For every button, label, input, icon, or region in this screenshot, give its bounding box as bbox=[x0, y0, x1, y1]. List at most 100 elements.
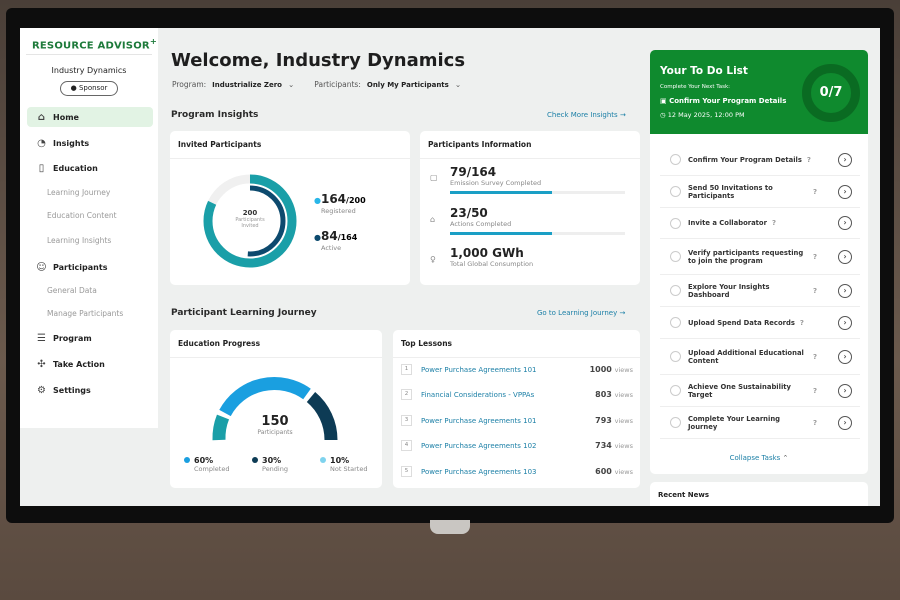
checkbox[interactable] bbox=[670, 251, 681, 262]
legend-pending: 30% Pending bbox=[252, 456, 288, 473]
card-title: Top Lessons bbox=[393, 330, 640, 358]
chevron-right-icon[interactable]: › bbox=[838, 283, 852, 298]
help-icon[interactable]: ? bbox=[813, 352, 818, 361]
sidebar-item-insights[interactable]: ◔ Insights bbox=[27, 133, 153, 153]
todo-item[interactable]: Explore Your Insights Dashboard? › bbox=[660, 275, 860, 307]
help-icon[interactable]: ? bbox=[771, 219, 777, 227]
sidebar-item-manage-participants[interactable]: Manage Participants bbox=[47, 309, 124, 318]
todo-label: Confirm Your Program Details bbox=[688, 155, 802, 164]
checkbox[interactable] bbox=[670, 186, 681, 197]
chevron-right-icon[interactable]: › bbox=[838, 415, 852, 430]
pending-arc bbox=[306, 392, 338, 441]
recent-news-card: Recent News bbox=[650, 482, 868, 506]
sidebar-item-learning-journey[interactable]: Learning Journey bbox=[47, 188, 111, 197]
legend-completed: 60% Completed bbox=[184, 456, 229, 473]
nav-label: Participants bbox=[53, 262, 108, 272]
lesson-row[interactable]: 2 Financial Considerations - VPPAs 803 vie… bbox=[401, 389, 633, 400]
not-started-arc bbox=[212, 414, 230, 441]
filter-bar: Program: Industrialize Zero ⌄ Participant… bbox=[172, 80, 461, 89]
arrow-right-icon: → bbox=[619, 111, 626, 119]
chevron-down-icon[interactable]: ⌄ bbox=[287, 80, 295, 89]
sidebar-item-general-data[interactable]: General Data bbox=[47, 286, 97, 295]
todo-label: Verify participants requesting to join t… bbox=[688, 248, 804, 265]
sidebar-item-take-action[interactable]: ✣ Take Action bbox=[27, 354, 153, 374]
lesson-row[interactable]: 4 Power Purchase Agreements 102 734 views bbox=[401, 440, 633, 451]
sidebar-item-learning-insights[interactable]: Learning Insights bbox=[47, 236, 112, 245]
center-value: 200 bbox=[242, 209, 258, 217]
lesson-row[interactable]: 3 Power Purchase Agreements 101 793 views bbox=[401, 415, 633, 426]
todo-item[interactable]: Upload Spend Data Records? › bbox=[660, 307, 860, 339]
todo-item[interactable]: Invite a Collaborator? › bbox=[660, 208, 860, 239]
sidebar-item-home[interactable]: ⌂ Home bbox=[27, 107, 153, 127]
nav-label: Program bbox=[53, 333, 92, 343]
help-icon[interactable]: ? bbox=[813, 286, 818, 295]
check-more-insights-link[interactable]: Check More Insights → bbox=[547, 111, 626, 119]
sidebar-item-education-content[interactable]: Education Content bbox=[47, 211, 117, 220]
todo-label: Achieve One Sustainability Target bbox=[688, 382, 791, 399]
checkbox[interactable] bbox=[670, 285, 681, 296]
info-row: 1,000 GWh Total Global Consumption bbox=[450, 246, 534, 268]
todo-item[interactable]: Verify participants requesting to join t… bbox=[660, 239, 860, 275]
next-task[interactable]: ▣ Confirm Your Program Details bbox=[660, 97, 787, 105]
todo-item[interactable]: Upload Additional Educational Content? › bbox=[660, 339, 860, 375]
help-icon[interactable]: ? bbox=[813, 252, 818, 261]
nav-label: Education bbox=[53, 163, 98, 173]
checkbox[interactable] bbox=[670, 317, 681, 328]
help-icon[interactable]: ? bbox=[813, 418, 818, 427]
legend-dot bbox=[184, 457, 190, 463]
center-label: Participants Invited bbox=[235, 217, 265, 229]
todo-title: Your To Do List bbox=[660, 65, 748, 77]
program-label: Program: bbox=[172, 80, 207, 89]
arrow-right-icon: → bbox=[619, 309, 626, 317]
checkbox[interactable] bbox=[670, 385, 681, 396]
sidebar-item-education[interactable]: ▯ Education bbox=[27, 158, 153, 178]
nav-label: Take Action bbox=[53, 359, 105, 369]
next-task-label: Complete Your Next Task: bbox=[660, 84, 731, 90]
info-row: 79/164 Emission Survey Completed bbox=[450, 165, 625, 194]
go-to-learning-journey-link[interactable]: Go to Learning Journey → bbox=[537, 309, 626, 317]
todo-item[interactable]: Achieve One Sustainability Target? › bbox=[660, 375, 860, 407]
chevron-right-icon[interactable]: › bbox=[838, 383, 852, 398]
lesson-row[interactable]: 5 Power Purchase Agreements 103 600 views bbox=[401, 466, 633, 477]
chevron-down-icon[interactable]: ⌄ bbox=[454, 80, 462, 89]
help-icon[interactable]: ? bbox=[813, 386, 818, 395]
lesson-row[interactable]: 1 Power Purchase Agreements 101 1000 views bbox=[401, 364, 633, 375]
checkbox[interactable] bbox=[670, 154, 681, 165]
todo-label: Invite a Collaborator bbox=[688, 219, 767, 227]
checkbox[interactable] bbox=[670, 351, 681, 362]
chevron-right-icon[interactable]: › bbox=[838, 152, 852, 167]
todo-item[interactable]: Complete Your Learning Journey? › bbox=[660, 407, 860, 439]
chevron-right-icon[interactable]: › bbox=[838, 216, 852, 230]
checkbox[interactable] bbox=[670, 217, 681, 229]
program-select[interactable]: Industrialize Zero bbox=[212, 80, 282, 89]
active-stat: ●84/164 Active bbox=[314, 229, 358, 252]
info-row: 23/50 Actions Completed bbox=[450, 206, 625, 235]
help-icon[interactable]: ? bbox=[806, 155, 811, 164]
chevron-right-icon[interactable]: › bbox=[838, 315, 852, 330]
sidebar-item-participants[interactable]: ☺ Participants bbox=[27, 257, 153, 277]
chevron-right-icon[interactable]: › bbox=[838, 249, 852, 264]
invited-donut bbox=[203, 174, 297, 268]
sidebar-item-program[interactable]: ☰ Program bbox=[27, 328, 153, 348]
todo-item[interactable]: Confirm Your Program Details? › bbox=[660, 144, 860, 176]
help-icon[interactable]: ? bbox=[813, 187, 818, 196]
checkbox[interactable] bbox=[670, 417, 681, 428]
logo[interactable]: RESOURCE ADVISOR+ bbox=[32, 36, 157, 52]
gear-icon: ⚙ bbox=[37, 384, 46, 396]
divider bbox=[26, 54, 152, 55]
chevron-right-icon[interactable]: › bbox=[838, 349, 852, 364]
nav-label: Insights bbox=[53, 138, 90, 148]
monitor-stand bbox=[430, 520, 470, 534]
participants-select[interactable]: Only My Participants bbox=[366, 80, 449, 89]
participants-label: Participants: bbox=[314, 80, 361, 89]
sidebar-item-settings[interactable]: ⚙ Settings bbox=[27, 380, 153, 400]
todo-item[interactable]: Send 50 Invitations to Participants? › bbox=[660, 176, 860, 208]
role-badge: ● Sponsor bbox=[60, 81, 118, 96]
collapse-tasks-button[interactable]: Collapse Tasks ⌃ bbox=[729, 454, 789, 462]
app-screen: RESOURCE ADVISOR+ Industry Dynamics ● Sp… bbox=[20, 28, 880, 506]
invited-participants-card: Invited Participants 200 Participants In… bbox=[170, 131, 410, 285]
chevron-right-icon[interactable]: › bbox=[838, 184, 852, 199]
completed-arc bbox=[219, 377, 311, 417]
help-icon[interactable]: ? bbox=[799, 318, 804, 327]
org-name: Industry Dynamics bbox=[51, 66, 127, 75]
